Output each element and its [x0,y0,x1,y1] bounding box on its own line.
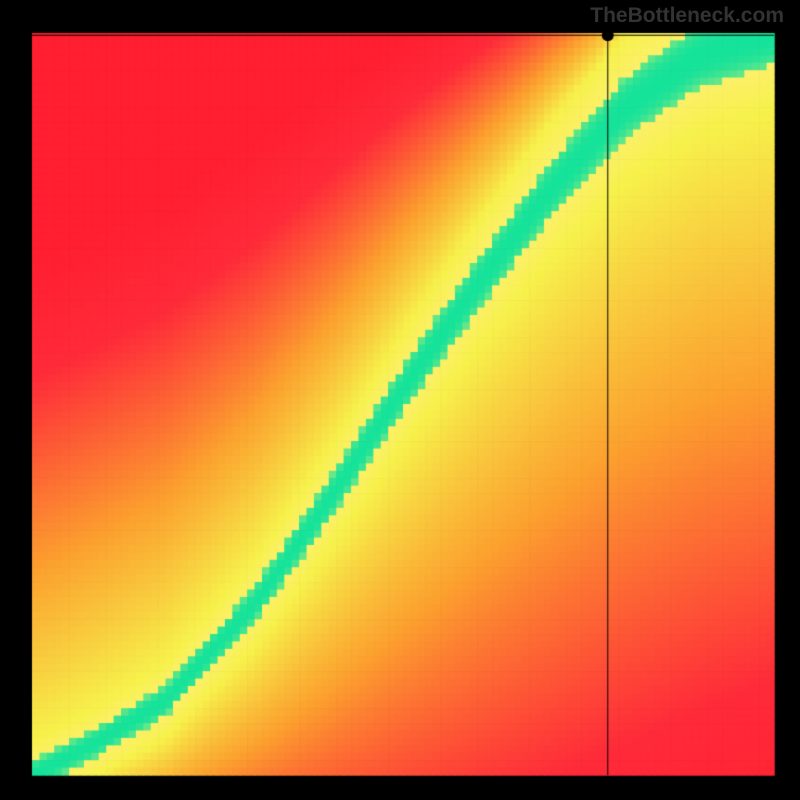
crosshair-overlay-canvas [0,0,800,800]
chart-container: TheBottleneck.com [0,0,800,800]
watermark-text: TheBottleneck.com [590,4,784,28]
